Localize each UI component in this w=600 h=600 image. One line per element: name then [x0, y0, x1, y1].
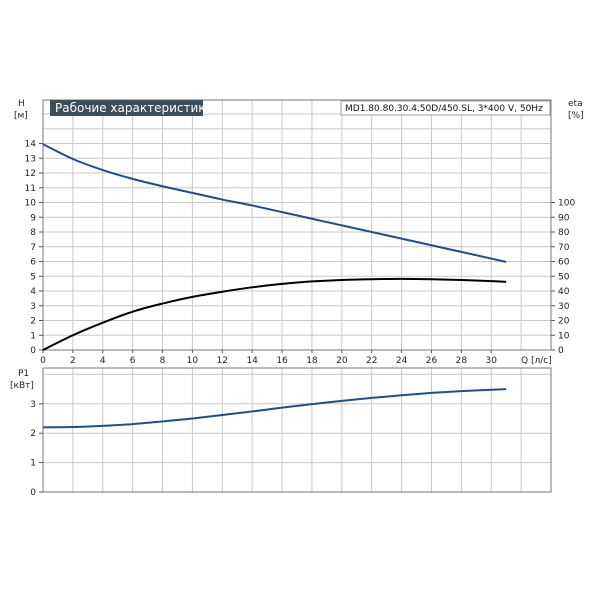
power-tick-label: 0 [30, 488, 36, 498]
power-series [42, 388, 507, 429]
efficiency-tick-label: 90 [558, 213, 570, 223]
flow-axis-label: Q [л/с] [521, 356, 552, 366]
efficiency-tick-label: 50 [558, 272, 570, 282]
flow-tick-label: 16 [276, 356, 288, 366]
power-axis-unit: [кВт] [10, 381, 34, 391]
chart-title: Рабочие характеристики [55, 101, 213, 115]
head-efficiency-series [42, 143, 507, 351]
head-tick-label: 11 [25, 184, 36, 194]
head-axis-label: H [18, 99, 25, 109]
efficiency-tick-label: 30 [558, 302, 570, 312]
chart-title-background [50, 100, 203, 116]
flow-tick-label: 10 [187, 356, 199, 366]
model-label: MD1.80.80.30.4.50D/450.SL, 3*400 V, 50Hz [345, 104, 543, 114]
efficiency-tick-label: 0 [558, 346, 564, 356]
head-tick-label: 13 [25, 154, 36, 164]
head-tick-label: 0 [30, 346, 36, 356]
head-tick-label: 9 [30, 213, 36, 223]
flow-tick-label: 30 [486, 356, 498, 366]
head-grid [42, 100, 552, 351]
head-tick-label: 4 [30, 287, 36, 297]
efficiency-tick-label: 70 [558, 243, 570, 253]
head-tick-label: 2 [30, 317, 36, 327]
flow-tick-label: 2 [70, 356, 76, 366]
flow-tick-label: 6 [130, 356, 136, 366]
power-axis-label: P1 [18, 369, 29, 379]
head-axis-unit: [м] [14, 111, 28, 121]
flow-tick-label: 22 [366, 356, 377, 366]
efficiency-tick-label: 20 [558, 317, 570, 327]
head-tick-label: 8 [30, 228, 36, 238]
power-curve [42, 388, 507, 429]
flow-tick-label: 26 [426, 356, 438, 366]
power-y-tick-labels: 0 1 2 3 [30, 400, 43, 498]
head-tick-label: 10 [25, 199, 37, 209]
flow-tick-label: 0 [40, 356, 46, 366]
power-plot-frame [42, 367, 552, 493]
efficiency-tick-label: 100 [558, 199, 575, 209]
flow-tick-label: 12 [217, 356, 228, 366]
head-tick-label: 12 [25, 169, 36, 179]
efficiency-tick-label: 40 [558, 287, 570, 297]
efficiency-axis-unit: [%] [568, 111, 584, 121]
flow-tick-label: 20 [336, 356, 348, 366]
power-tick-label: 1 [30, 459, 36, 469]
flow-tick-label: 24 [396, 356, 408, 366]
head-tick-label: 6 [30, 258, 36, 268]
flow-x-tick-labels: 0 2 4 6 8 10 12 14 16 18 20 22 24 26 28 30 [40, 350, 497, 366]
head-tick-label: 3 [30, 302, 36, 312]
power-tick-label: 2 [30, 429, 36, 439]
head-tick-label: 5 [30, 272, 36, 282]
power-tick-label: 3 [30, 400, 36, 410]
flow-tick-label: 14 [246, 356, 258, 366]
power-panel: 0 1 2 3 P1 [кВт] [10, 367, 552, 498]
flow-tick-label: 28 [456, 356, 468, 366]
model-label-box [340, 100, 551, 116]
efficiency-tick-label: 80 [558, 228, 570, 238]
head-tick-label: 14 [25, 140, 37, 150]
flow-tick-label: 4 [100, 356, 106, 366]
efficiency-tick-label: 60 [558, 258, 570, 268]
efficiency-tick-label: 10 [558, 331, 570, 341]
efficiency-axis-label: eta [568, 99, 583, 109]
flow-tick-label: 18 [306, 356, 318, 366]
head-tick-label: 1 [30, 331, 36, 341]
head-tick-label: 7 [30, 243, 36, 253]
efficiency-curve [42, 277, 507, 351]
head-curve [42, 143, 507, 263]
efficiency-y-tick-labels: 0 10 20 30 40 50 60 70 80 90 100 [551, 199, 575, 356]
head-plot-frame [42, 99, 552, 351]
flow-tick-label: 8 [160, 356, 166, 366]
